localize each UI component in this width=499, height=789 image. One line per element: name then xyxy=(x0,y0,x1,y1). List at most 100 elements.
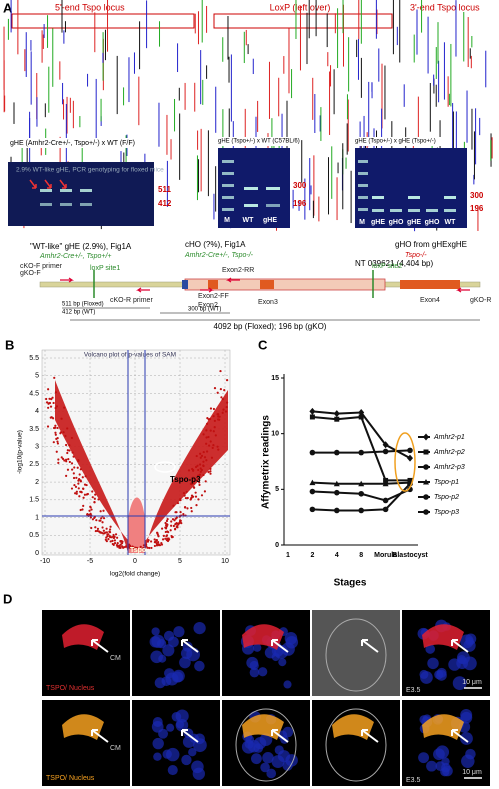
arrow xyxy=(44,179,52,189)
cloud-dot xyxy=(190,510,193,513)
stain-label: TSPO/ Nucleus xyxy=(46,775,95,782)
cloud-dot xyxy=(212,430,215,433)
gel-band xyxy=(222,160,234,163)
cloud-dot xyxy=(165,523,168,527)
cloud-dot xyxy=(145,545,148,548)
nucleus xyxy=(463,639,476,652)
cloud-dot xyxy=(77,459,80,463)
tspo-signal xyxy=(422,714,464,740)
nucleus xyxy=(194,733,205,745)
cloud-dot xyxy=(119,546,122,549)
nucleus xyxy=(151,627,160,636)
cloud-dot xyxy=(199,467,202,470)
cloud-dot xyxy=(79,479,82,482)
primer-label: cKO-F primer xyxy=(20,263,63,270)
loxp-mark xyxy=(182,280,188,289)
x-axis-label: log2(fold change) xyxy=(110,571,160,578)
arrow xyxy=(271,639,289,653)
nucleus xyxy=(425,644,436,654)
cloud-dot xyxy=(72,476,76,480)
tspo-signal xyxy=(422,624,464,650)
y-tick-label: 0.5 xyxy=(29,532,39,539)
exon xyxy=(260,280,274,289)
cloud-dot xyxy=(185,490,188,493)
cloud-dot xyxy=(191,476,195,479)
y-axis-label: Affymetrix readings xyxy=(261,415,272,509)
cloud-dot xyxy=(187,469,191,472)
cloud-dot xyxy=(101,526,104,529)
nucleus xyxy=(253,643,262,652)
cloud-dot xyxy=(116,545,119,548)
cloud-dot xyxy=(68,460,71,464)
arrow xyxy=(91,729,109,743)
cloud-dot xyxy=(190,483,193,486)
cloud-dot xyxy=(193,486,196,489)
arrow xyxy=(29,179,37,189)
nucleus xyxy=(175,709,189,723)
cloud-dot xyxy=(124,545,127,548)
cloud-dot xyxy=(165,534,169,537)
cloud-dot xyxy=(167,531,170,534)
cloud-dot xyxy=(70,462,74,465)
cloud-dot xyxy=(97,498,100,501)
embryo-outline xyxy=(325,708,387,782)
cloud-dot xyxy=(150,546,153,550)
cloud-dot xyxy=(198,481,201,484)
point xyxy=(334,449,340,456)
cloud-dot xyxy=(109,525,112,528)
cloud-dot xyxy=(223,389,226,392)
cloud-dot xyxy=(54,424,57,427)
micrograph xyxy=(312,610,400,696)
gel-band xyxy=(358,208,368,211)
cloud-dot xyxy=(63,459,66,462)
arrow xyxy=(91,639,109,653)
cloud-dot xyxy=(198,473,201,476)
arrow xyxy=(361,639,379,653)
cloud-dot xyxy=(71,451,74,454)
y-tick-label: 15 xyxy=(271,375,279,382)
cloud-dot xyxy=(182,491,186,495)
arrow xyxy=(451,639,469,653)
legend-label: Tspo-p3 xyxy=(434,509,459,516)
cloud-dot xyxy=(105,531,108,534)
cloud-dot xyxy=(105,540,108,543)
cloud-dot xyxy=(75,490,78,493)
cloud-dot xyxy=(70,436,74,440)
cloud-dot xyxy=(94,529,97,533)
x-tick-label: 8 xyxy=(359,552,363,559)
nucleus xyxy=(162,749,172,759)
cloud-dot xyxy=(190,496,193,499)
cm-label: CM xyxy=(110,745,121,752)
cloud-dot xyxy=(202,460,205,463)
cloud-dot xyxy=(209,470,212,473)
cloud-dot xyxy=(225,379,229,382)
cloud-dot xyxy=(111,539,114,542)
cloud-dot xyxy=(192,482,195,485)
cloud-dot xyxy=(91,496,94,499)
cloud-dot xyxy=(197,498,200,501)
cloud-dot xyxy=(169,529,172,532)
cloud-dot xyxy=(116,542,119,545)
band-size: 412 xyxy=(158,199,172,208)
cloud-dot xyxy=(213,426,216,429)
cloud-dot xyxy=(170,524,173,527)
cloud-dot xyxy=(55,405,59,408)
point xyxy=(382,497,389,504)
cloud-dot xyxy=(219,388,222,391)
cloud-dot xyxy=(60,417,63,420)
x-tick-label: 10 xyxy=(221,558,229,565)
arrow xyxy=(181,639,199,653)
cloud-dot xyxy=(85,483,88,487)
cloud-dot xyxy=(64,443,68,447)
cloud-dot xyxy=(54,433,57,436)
cloud-dot xyxy=(90,526,93,530)
gel-band xyxy=(222,172,234,175)
lane-label: WT xyxy=(445,219,457,226)
nucleus xyxy=(180,647,193,660)
cloud-dot xyxy=(82,504,85,507)
nucleus xyxy=(435,745,450,759)
highlight xyxy=(154,461,176,473)
annotation: Tspo-p3 xyxy=(170,475,201,484)
cloud-dot xyxy=(128,544,132,547)
cloud-dot xyxy=(182,513,185,516)
